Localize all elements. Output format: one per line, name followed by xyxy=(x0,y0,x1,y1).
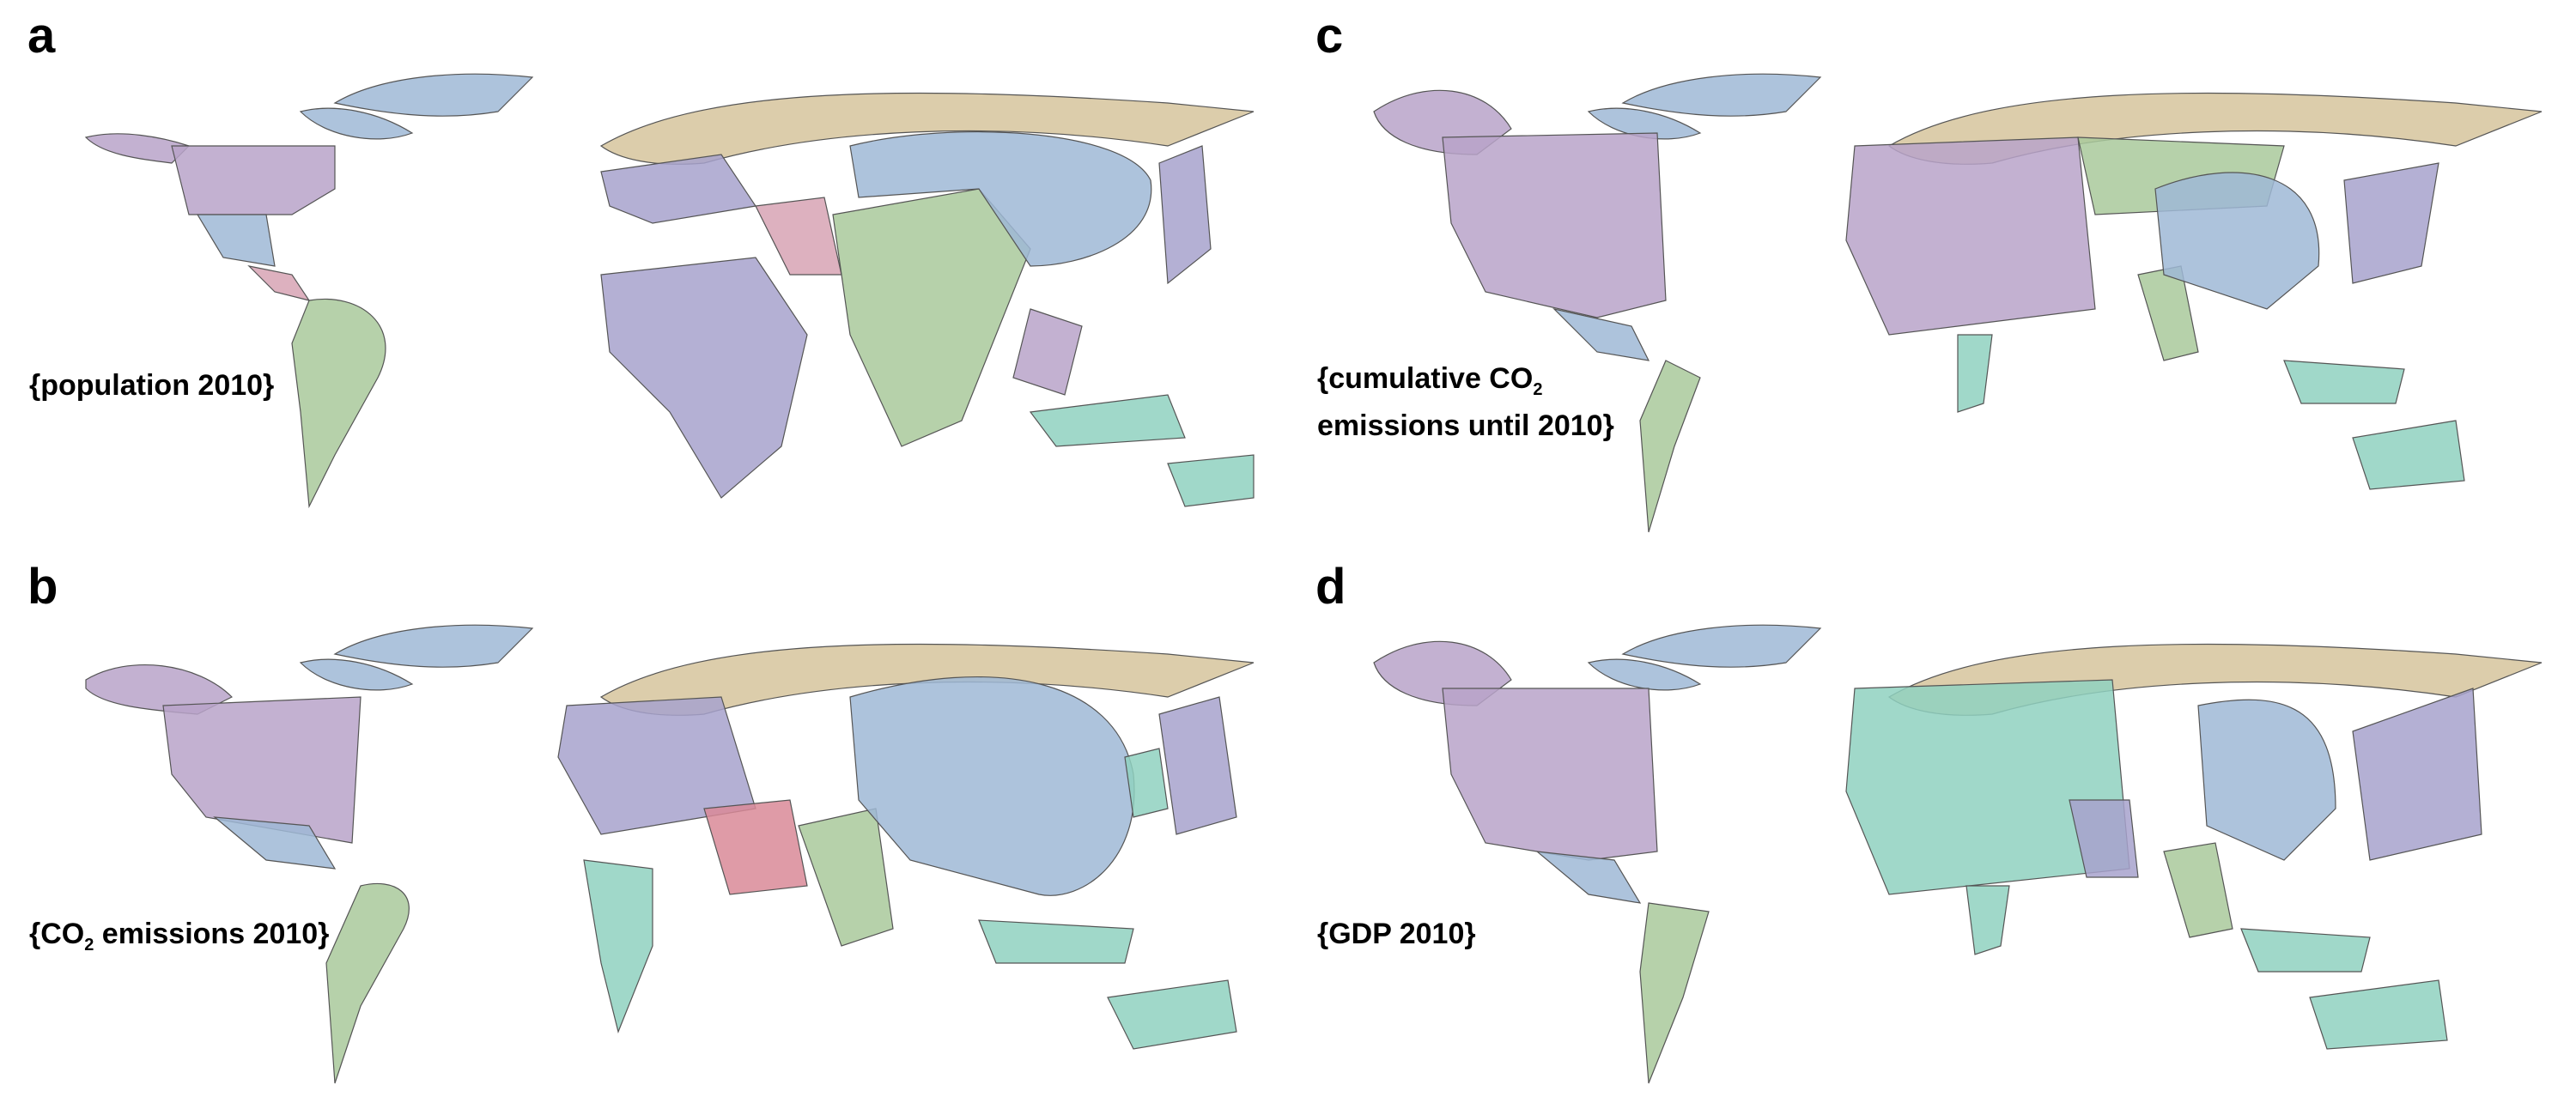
region-europe xyxy=(557,696,756,835)
region-japan xyxy=(1158,696,1237,835)
region-south-america xyxy=(325,882,410,1084)
region-europe xyxy=(1845,679,2130,895)
caption-text: {CO xyxy=(29,918,85,950)
panel-letter: d xyxy=(1315,559,1346,615)
region-central-america xyxy=(247,265,311,301)
region-africa xyxy=(583,859,653,1033)
region-south-america xyxy=(1639,360,1701,533)
region-china xyxy=(2154,172,2320,310)
panel-letter: c xyxy=(1315,8,1344,64)
region-china xyxy=(2197,699,2336,861)
caption-subscript: 2 xyxy=(84,935,94,955)
region-india xyxy=(798,808,894,947)
region-europe xyxy=(600,154,757,224)
region-indonesia xyxy=(978,919,1134,964)
region-korea xyxy=(1124,748,1169,818)
region-canada-islands xyxy=(1587,658,1702,691)
region-australia xyxy=(1167,454,1255,507)
region-mexico xyxy=(1552,307,1650,361)
region-usa xyxy=(1442,688,1658,861)
panel-c: c {cumulative CO2 emissions until 2010} xyxy=(1288,0,2576,551)
region-middle-east xyxy=(755,197,842,276)
region-south-america xyxy=(1639,902,1710,1084)
region-southeast-asia xyxy=(1012,308,1083,396)
region-mexico xyxy=(1535,851,1642,904)
region-mexico xyxy=(196,214,276,267)
region-canada-islands xyxy=(299,107,414,140)
region-australia xyxy=(1107,979,1237,1050)
cartogram-cumulative-co2 xyxy=(1373,73,2543,533)
region-japan xyxy=(2343,162,2439,284)
region-australia xyxy=(2309,979,2448,1050)
region-africa xyxy=(1965,885,2010,955)
region-australia xyxy=(2352,420,2465,490)
caption-text: emissions until 2010} xyxy=(1317,409,1614,442)
region-greenland xyxy=(1621,624,1822,668)
panel-caption: {CO2 emissions 2010} xyxy=(29,916,329,963)
region-greenland xyxy=(1621,73,1822,117)
region-greenland xyxy=(333,624,534,668)
panel-a: a {population 2010} xyxy=(0,0,1288,551)
region-indonesia xyxy=(1029,394,1186,447)
panel-caption: {GDP 2010} xyxy=(1317,918,1476,950)
region-china xyxy=(849,676,1135,896)
panel-caption: {population 2010} xyxy=(29,369,275,402)
caption-text: {cumulative CO xyxy=(1317,362,1534,395)
region-middle-east xyxy=(2069,799,2139,878)
region-indonesia xyxy=(2240,928,2371,973)
region-japan xyxy=(2352,688,2482,861)
region-middle-east xyxy=(703,799,808,895)
panel-b: b {CO2 emissions 2010} xyxy=(0,551,1288,1102)
region-indonesia xyxy=(2283,360,2405,404)
region-china xyxy=(849,131,1152,267)
region-africa xyxy=(1957,334,1993,413)
panel-letter: b xyxy=(27,559,58,615)
panel-letter: a xyxy=(27,8,56,64)
region-canada-islands xyxy=(299,658,414,691)
region-mexico xyxy=(213,816,337,870)
cartogram-population xyxy=(84,73,1255,509)
region-europe xyxy=(1845,136,2096,336)
caption-text: emissions 2010} xyxy=(94,918,330,950)
region-canada-islands xyxy=(1587,107,1702,140)
cartogram-co2-emissions xyxy=(85,624,1255,1084)
caption-subscript: 2 xyxy=(1533,379,1543,399)
region-usa xyxy=(1442,132,1667,318)
panel-caption: {cumulative CO2 emissions until 2010} xyxy=(1317,361,1614,444)
region-greenland xyxy=(333,73,534,117)
region-alaska xyxy=(85,664,234,715)
region-japan xyxy=(1158,145,1212,285)
region-india xyxy=(2163,842,2233,938)
panel-d: d {GDP 2010} xyxy=(1288,551,2576,1102)
cartogram-gdp xyxy=(1373,624,2543,1084)
region-south-america xyxy=(291,299,386,509)
region-usa xyxy=(171,145,336,215)
region-india xyxy=(832,188,1031,447)
region-africa xyxy=(600,257,808,499)
